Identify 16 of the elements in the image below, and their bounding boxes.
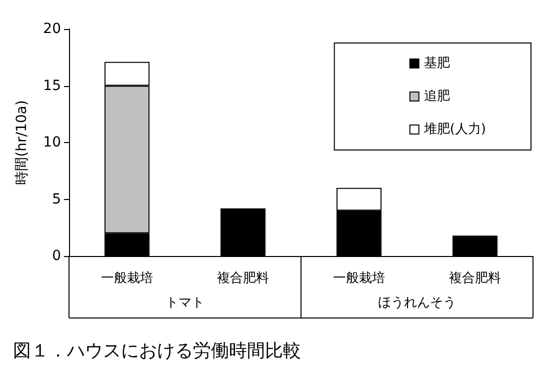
legend-label: 堆肥(人力) — [422, 122, 486, 137]
text: 図１．ハウスにおける労働時間比較 — [13, 340, 301, 362]
y-tick-label: 5 — [52, 191, 61, 208]
y-tick-label: 0 — [52, 248, 61, 264]
text: ほうれんそう — [378, 296, 456, 310]
x-tick-label: 複合肥料 — [217, 271, 269, 286]
y-tick-label: 10 — [43, 134, 61, 150]
y-tick-label: 15 — [43, 78, 61, 94]
legend-label: 追肥 — [424, 89, 450, 104]
x-tick-label: 一般栽培 — [101, 271, 153, 286]
legend-label: 基肥 — [424, 56, 450, 71]
text: トマト — [166, 296, 204, 310]
y-axis-title: 時間(hr/10a) — [14, 100, 30, 185]
x-tick-label: 複合肥料 — [449, 271, 501, 286]
x-tick-label: 一般栽培 — [333, 271, 385, 286]
y-tick-label: 20 — [43, 21, 61, 37]
